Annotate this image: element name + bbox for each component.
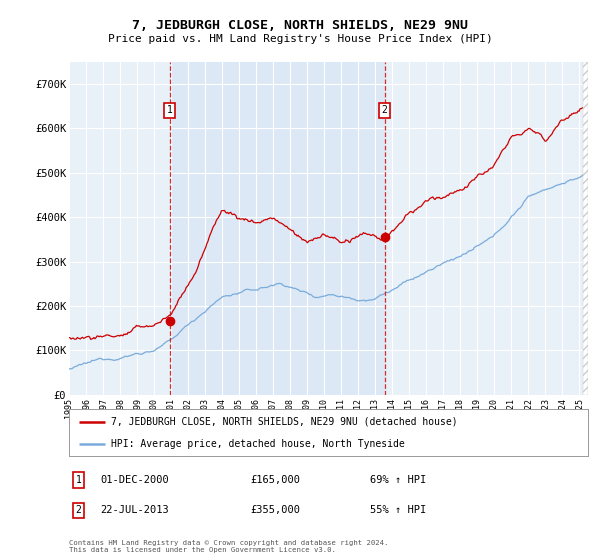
Text: 7, JEDBURGH CLOSE, NORTH SHIELDS, NE29 9NU: 7, JEDBURGH CLOSE, NORTH SHIELDS, NE29 9… <box>132 18 468 32</box>
Text: 7, JEDBURGH CLOSE, NORTH SHIELDS, NE29 9NU (detached house): 7, JEDBURGH CLOSE, NORTH SHIELDS, NE29 9… <box>110 417 457 427</box>
Text: 69% ↑ HPI: 69% ↑ HPI <box>370 475 426 485</box>
Text: £355,000: £355,000 <box>251 505 301 515</box>
Bar <box>170 62 385 395</box>
Text: 1: 1 <box>167 105 173 115</box>
Text: 2: 2 <box>382 105 388 115</box>
Text: HPI: Average price, detached house, North Tyneside: HPI: Average price, detached house, Nort… <box>110 438 404 449</box>
Text: Contains HM Land Registry data © Crown copyright and database right 2024.
This d: Contains HM Land Registry data © Crown c… <box>69 540 388 553</box>
Text: 55% ↑ HPI: 55% ↑ HPI <box>370 505 426 515</box>
Text: £165,000: £165,000 <box>251 475 301 485</box>
Text: Price paid vs. HM Land Registry's House Price Index (HPI): Price paid vs. HM Land Registry's House … <box>107 34 493 44</box>
Text: 2: 2 <box>76 505 81 515</box>
Text: 22-JUL-2013: 22-JUL-2013 <box>100 505 169 515</box>
Text: 01-DEC-2000: 01-DEC-2000 <box>100 475 169 485</box>
Text: 1: 1 <box>76 475 81 485</box>
